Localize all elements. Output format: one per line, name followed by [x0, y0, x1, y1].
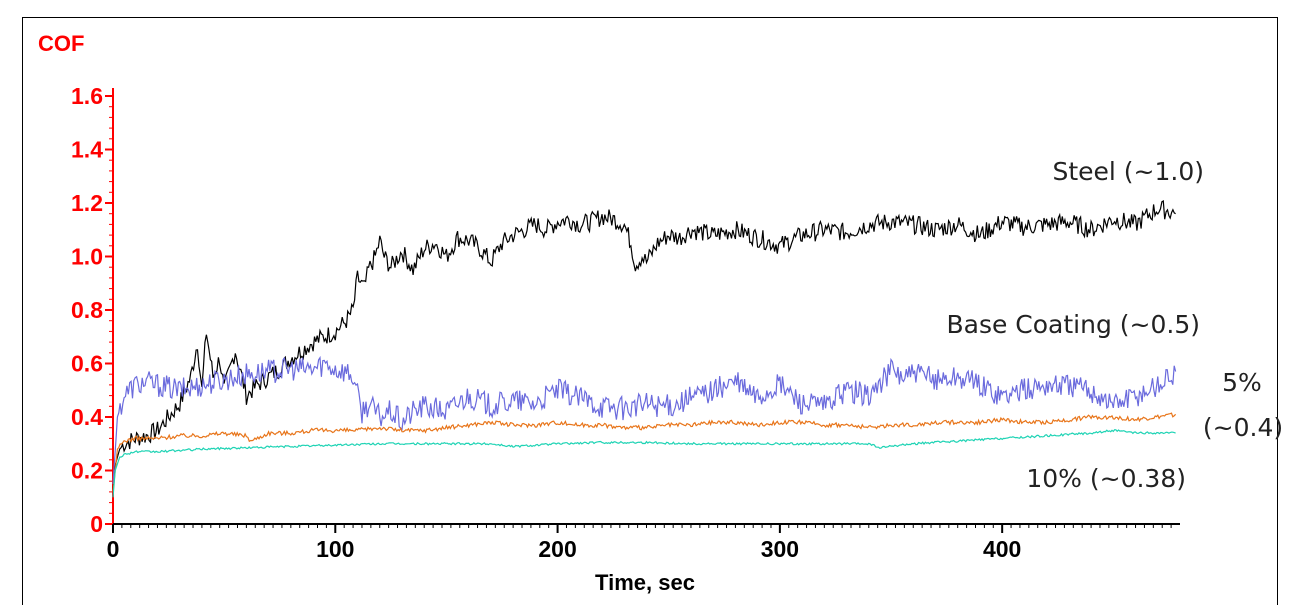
- y-tick-label: 1.0: [71, 244, 103, 270]
- annotation-steel: Steel (~1.0): [1052, 157, 1204, 186]
- series-line-five: [113, 413, 1176, 492]
- y-axis-title: COF: [38, 31, 84, 56]
- y-tick-label: 0.2: [71, 458, 103, 484]
- series-line-ten: [113, 430, 1176, 498]
- y-axis: 0 0.2 0.4 0.6 0.8 1.0 1.2 1.4 1.6: [71, 83, 113, 537]
- x-axis-title: Time, sec: [595, 570, 695, 595]
- annotation-5-percent-value: (~0.4): [1203, 413, 1283, 442]
- y-tick-label: 1.2: [71, 190, 103, 216]
- x-tick-label: 300: [761, 536, 799, 562]
- y-tick-label: 0.6: [71, 351, 103, 377]
- x-tick-label: 400: [983, 536, 1021, 562]
- y-tick-label: 0.8: [71, 297, 103, 323]
- y-tick-label: 1.6: [71, 83, 103, 109]
- y-tick-label: 0: [90, 511, 103, 537]
- y-tick-label: 1.4: [71, 137, 103, 163]
- x-tick-label: 100: [316, 536, 354, 562]
- plot-lines: [113, 201, 1176, 497]
- annotation-5-percent: 5%: [1222, 368, 1262, 397]
- x-tick-label: 0: [107, 536, 120, 562]
- annotation-base-coating: Base Coating (~0.5): [946, 310, 1200, 339]
- y-tick-label: 0.4: [71, 404, 103, 430]
- series-line-steel: [113, 201, 1176, 492]
- x-axis: 0 100 200 300 400: [107, 524, 1180, 562]
- annotation-10-percent: 10% (~0.38): [1026, 464, 1186, 493]
- x-tick-label: 200: [538, 536, 576, 562]
